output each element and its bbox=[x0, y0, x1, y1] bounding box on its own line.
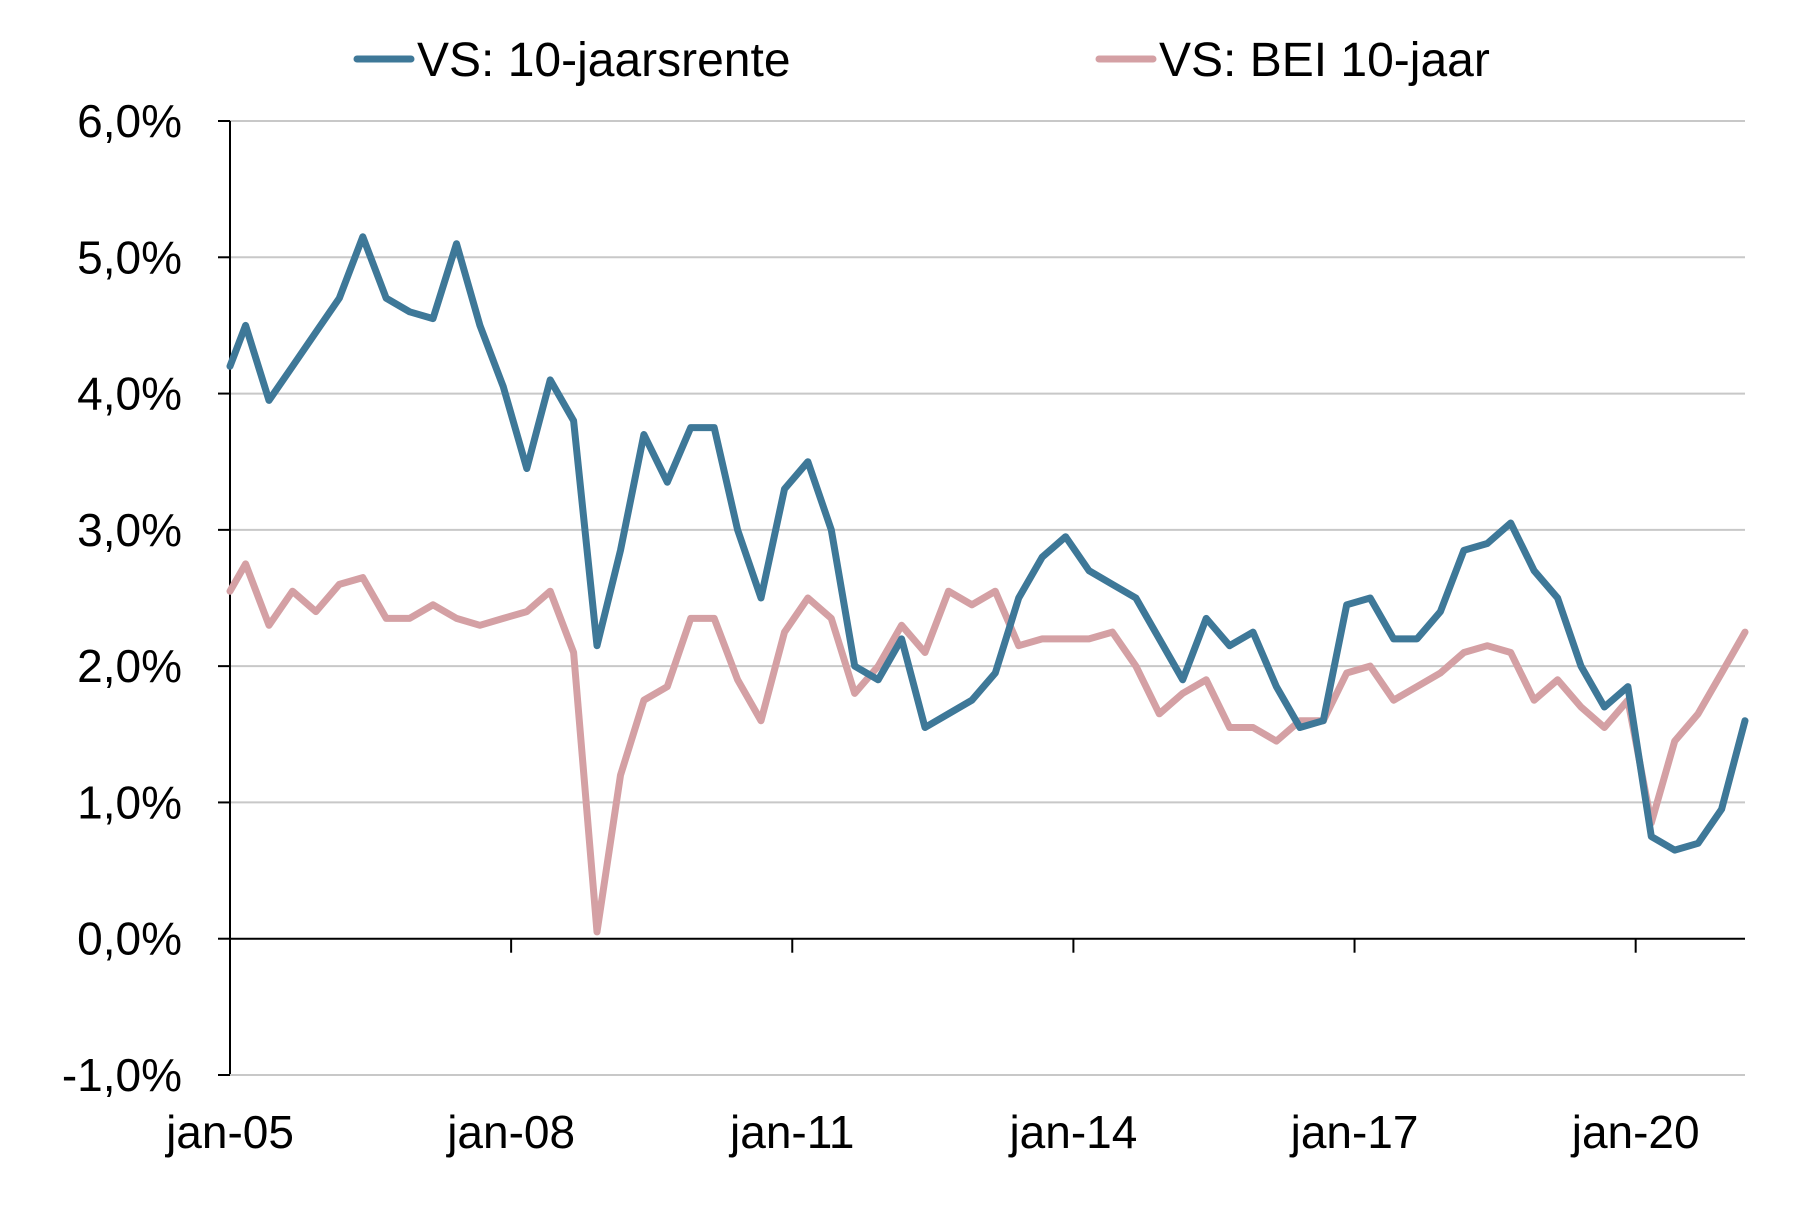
y-tick-label-7: 6,0% bbox=[77, 95, 182, 147]
x-tick-label-5: jan-20 bbox=[1570, 1106, 1700, 1158]
series-lines bbox=[226, 233, 1749, 936]
x-tick-label-4: jan-17 bbox=[1289, 1106, 1419, 1158]
x-tick-label-0: jan-05 bbox=[164, 1106, 294, 1158]
y-tick-label-5: 4,0% bbox=[77, 368, 182, 420]
x-tick-label-2: jan-11 bbox=[728, 1106, 854, 1158]
gridlines bbox=[230, 120, 1745, 804]
y-tick-labels: -1,0% 0,0% 1,0% 2,0% 3,0% 4,0% 5,0% 6,0% bbox=[62, 95, 182, 1101]
y-tick-label-6: 5,0% bbox=[77, 231, 182, 283]
y-tick-label-2: 1,0% bbox=[77, 776, 182, 828]
series-line-1 bbox=[226, 560, 1749, 936]
x-tick-label-1: jan-08 bbox=[445, 1106, 575, 1158]
y-tick-label-1: 0,0% bbox=[77, 913, 182, 965]
x-tick-labels: jan-05 jan-08 jan-11 jan-14 jan-17 jan-20 bbox=[164, 1106, 1700, 1158]
legend: VS: 10-jaarsrente VS: BEI 10-jaar bbox=[353, 34, 1490, 87]
series-line-0 bbox=[226, 233, 1749, 854]
x-tick-label-3: jan-14 bbox=[1007, 1106, 1137, 1158]
axes bbox=[218, 120, 1745, 1076]
legend-label-us-bei-10y: VS: BEI 10-jaar bbox=[1159, 34, 1490, 87]
y-tick-label-4: 3,0% bbox=[77, 504, 182, 556]
legend-label-us-10y-yield: VS: 10-jaarsrente bbox=[417, 34, 791, 87]
y-tick-label-0: -1,0% bbox=[62, 1049, 182, 1101]
y-tick-label-3: 2,0% bbox=[77, 640, 182, 692]
